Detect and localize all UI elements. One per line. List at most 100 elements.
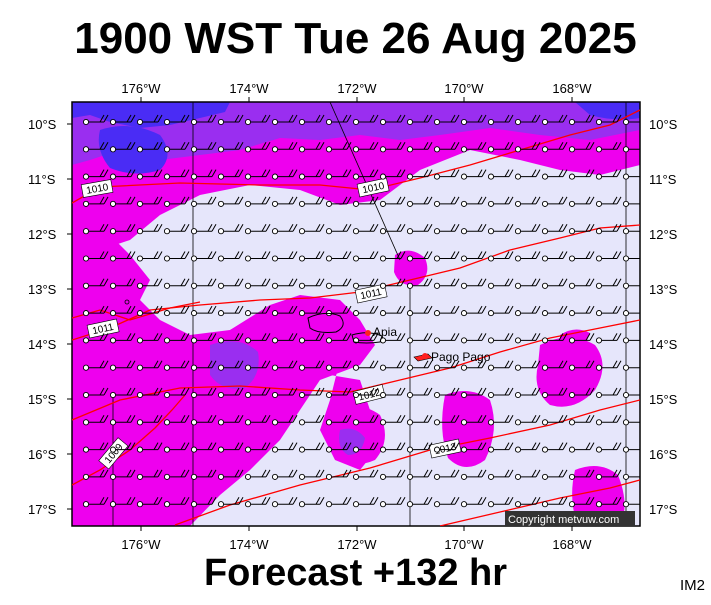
svg-text:1010: 1010 bbox=[85, 182, 109, 197]
wind-barb bbox=[217, 114, 244, 126]
wind-barb bbox=[433, 496, 460, 508]
wind-barb bbox=[163, 496, 190, 508]
wind-barb bbox=[325, 142, 352, 153]
wind-barb bbox=[541, 114, 568, 126]
lat-label-left: 13°S bbox=[28, 282, 57, 297]
wind-barb bbox=[460, 442, 487, 453]
isobar-1010-a bbox=[72, 109, 640, 204]
wind-barb bbox=[622, 337, 640, 344]
wind-barb bbox=[460, 387, 487, 399]
wind-barb bbox=[433, 278, 460, 289]
wind-barb bbox=[217, 169, 244, 180]
wind-barb bbox=[163, 305, 190, 317]
wind-barb bbox=[406, 142, 433, 153]
wind-barb bbox=[244, 251, 271, 262]
wind-barb bbox=[244, 142, 271, 153]
wind-barb bbox=[298, 251, 325, 262]
wind-barb bbox=[352, 387, 379, 399]
wind-barb bbox=[190, 223, 217, 235]
wind-barb bbox=[379, 415, 406, 426]
wind-barb bbox=[487, 496, 514, 508]
wind-barb bbox=[82, 469, 109, 480]
wind-barb bbox=[217, 251, 244, 262]
isobar-label: 1011 bbox=[86, 318, 120, 339]
wind-barb bbox=[217, 196, 244, 207]
wind-barb bbox=[487, 142, 514, 153]
wind-barb bbox=[514, 469, 541, 480]
wind-barb bbox=[379, 360, 406, 371]
lon-label-bottom: 170°W bbox=[444, 537, 484, 552]
wind-barb bbox=[595, 305, 622, 317]
wind-barb bbox=[568, 469, 595, 480]
wind-barb bbox=[514, 142, 541, 153]
wind-barb bbox=[136, 469, 163, 480]
wind-barb bbox=[217, 223, 244, 235]
wind-barb bbox=[433, 223, 460, 235]
wind-barb bbox=[568, 196, 595, 207]
wind-barb bbox=[541, 223, 568, 235]
lat-label-right: 10°S bbox=[649, 117, 678, 132]
wind-barb bbox=[379, 442, 406, 453]
wind-barb bbox=[217, 415, 244, 426]
wind-barb bbox=[325, 496, 352, 508]
wind-barb bbox=[325, 305, 352, 317]
wind-barb bbox=[379, 114, 406, 126]
wind-barb bbox=[271, 415, 298, 426]
wind-barb bbox=[352, 496, 379, 508]
wind-barb bbox=[325, 360, 352, 371]
wind-barb bbox=[514, 169, 541, 180]
wind-barb bbox=[190, 142, 217, 153]
wind-barb bbox=[163, 196, 190, 207]
wind-barb bbox=[568, 251, 595, 262]
wind-barb bbox=[622, 200, 640, 207]
wind-barb bbox=[109, 496, 136, 508]
wind-barb bbox=[541, 387, 568, 399]
wind-barb bbox=[217, 387, 244, 399]
wind-barb bbox=[595, 223, 622, 235]
wind-barb bbox=[298, 196, 325, 207]
wind-barb bbox=[190, 169, 217, 180]
wind-barb bbox=[352, 196, 379, 207]
wind-barb bbox=[325, 333, 352, 344]
wind-barb bbox=[163, 469, 190, 480]
wind-barb bbox=[433, 333, 460, 344]
svg-text:1010: 1010 bbox=[361, 181, 385, 196]
wind-barb bbox=[271, 496, 298, 508]
wind-barb bbox=[271, 169, 298, 180]
wind-barb bbox=[217, 278, 244, 289]
wind-barb bbox=[298, 169, 325, 180]
wind-barb bbox=[82, 169, 109, 180]
wind-barb bbox=[541, 196, 568, 207]
wind-barb bbox=[460, 333, 487, 344]
wind-barb bbox=[244, 333, 271, 344]
wind-barb bbox=[541, 251, 568, 262]
wind-barb bbox=[244, 169, 271, 180]
wind-barb bbox=[298, 415, 325, 426]
wind-barb bbox=[244, 387, 271, 399]
savaii-island bbox=[307, 312, 344, 333]
wind-barb bbox=[541, 305, 568, 317]
wind-barb bbox=[190, 114, 217, 126]
wind-barb bbox=[352, 169, 379, 180]
wind-barb bbox=[271, 278, 298, 289]
wind-barb bbox=[109, 387, 136, 399]
lat-label-right: 15°S bbox=[649, 392, 678, 407]
wind-barb bbox=[595, 142, 622, 153]
wind-barb bbox=[460, 496, 487, 508]
wind-barb bbox=[163, 387, 190, 399]
wind-barb bbox=[406, 114, 433, 126]
wind-barb bbox=[298, 305, 325, 317]
wind-barb bbox=[379, 387, 406, 399]
wind-barb bbox=[514, 333, 541, 344]
wind-barb bbox=[109, 142, 136, 153]
wind-barb bbox=[190, 333, 217, 344]
wind-barb bbox=[82, 333, 109, 344]
wind-barb bbox=[352, 251, 379, 262]
wind-barb bbox=[190, 251, 217, 262]
heavy-precip-center bbox=[210, 341, 259, 389]
wind-barb bbox=[82, 442, 109, 453]
wind-barb bbox=[514, 387, 541, 399]
wind-barb bbox=[217, 305, 244, 317]
wind-barb bbox=[136, 114, 163, 126]
wind-barb bbox=[487, 169, 514, 180]
